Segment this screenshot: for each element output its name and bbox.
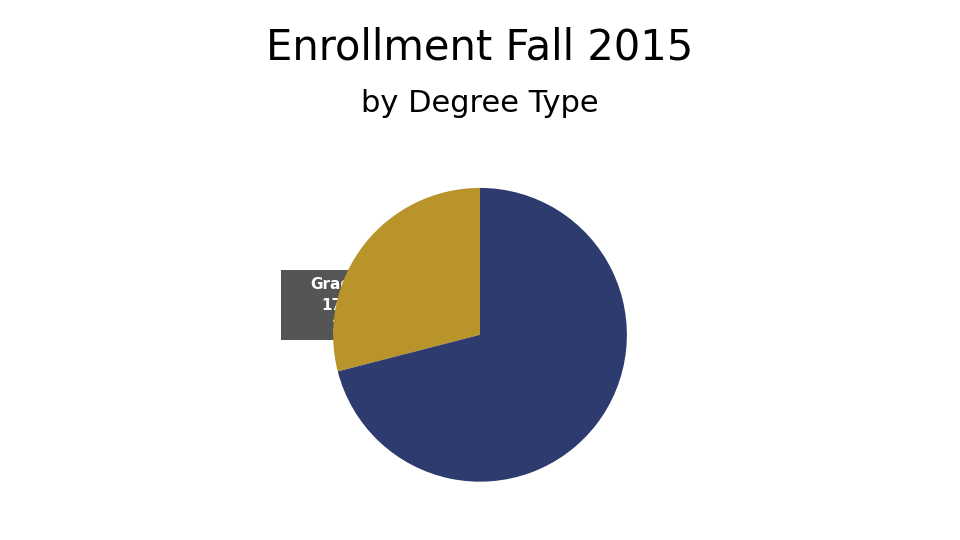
- Wedge shape: [338, 188, 627, 482]
- Text: Enrollment Fall 2015: Enrollment Fall 2015: [266, 27, 694, 69]
- Text: Undergraduate: Undergraduate: [429, 366, 560, 381]
- Text: by Degree Type: by Degree Type: [361, 89, 599, 118]
- Text: 17,099: 17,099: [321, 298, 380, 313]
- FancyBboxPatch shape: [405, 359, 583, 429]
- Text: 71%: 71%: [476, 408, 513, 423]
- Text: 41,839: 41,839: [465, 387, 524, 402]
- Text: Graduate: Graduate: [310, 276, 391, 292]
- Text: 29%: 29%: [332, 319, 369, 334]
- FancyBboxPatch shape: [280, 270, 420, 340]
- Wedge shape: [333, 188, 480, 372]
